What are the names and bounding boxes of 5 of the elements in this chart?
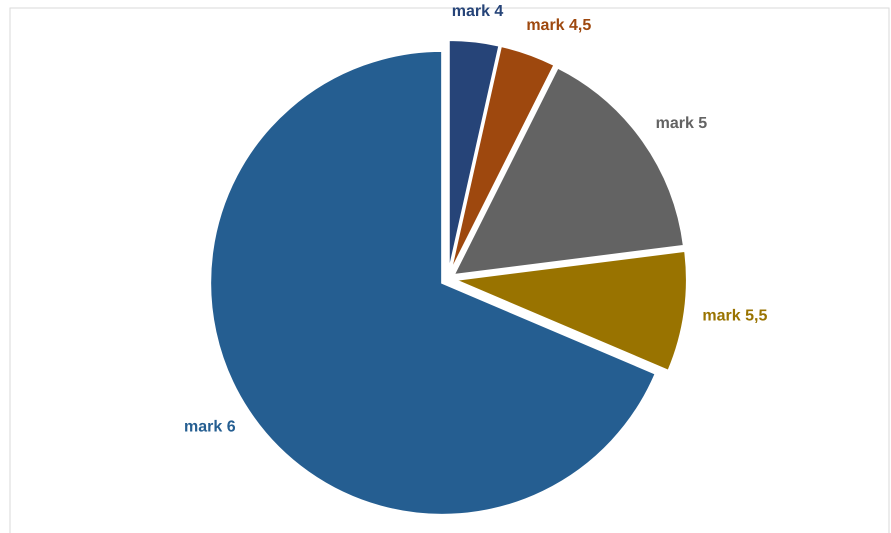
slice-label: mark 6 xyxy=(184,418,236,436)
slice-label: mark 5,5 xyxy=(702,307,768,324)
slice-label: mark 5 xyxy=(656,114,708,132)
slice-label: mark 4 xyxy=(452,2,504,20)
slice-label: mark 4,5 xyxy=(526,16,592,34)
